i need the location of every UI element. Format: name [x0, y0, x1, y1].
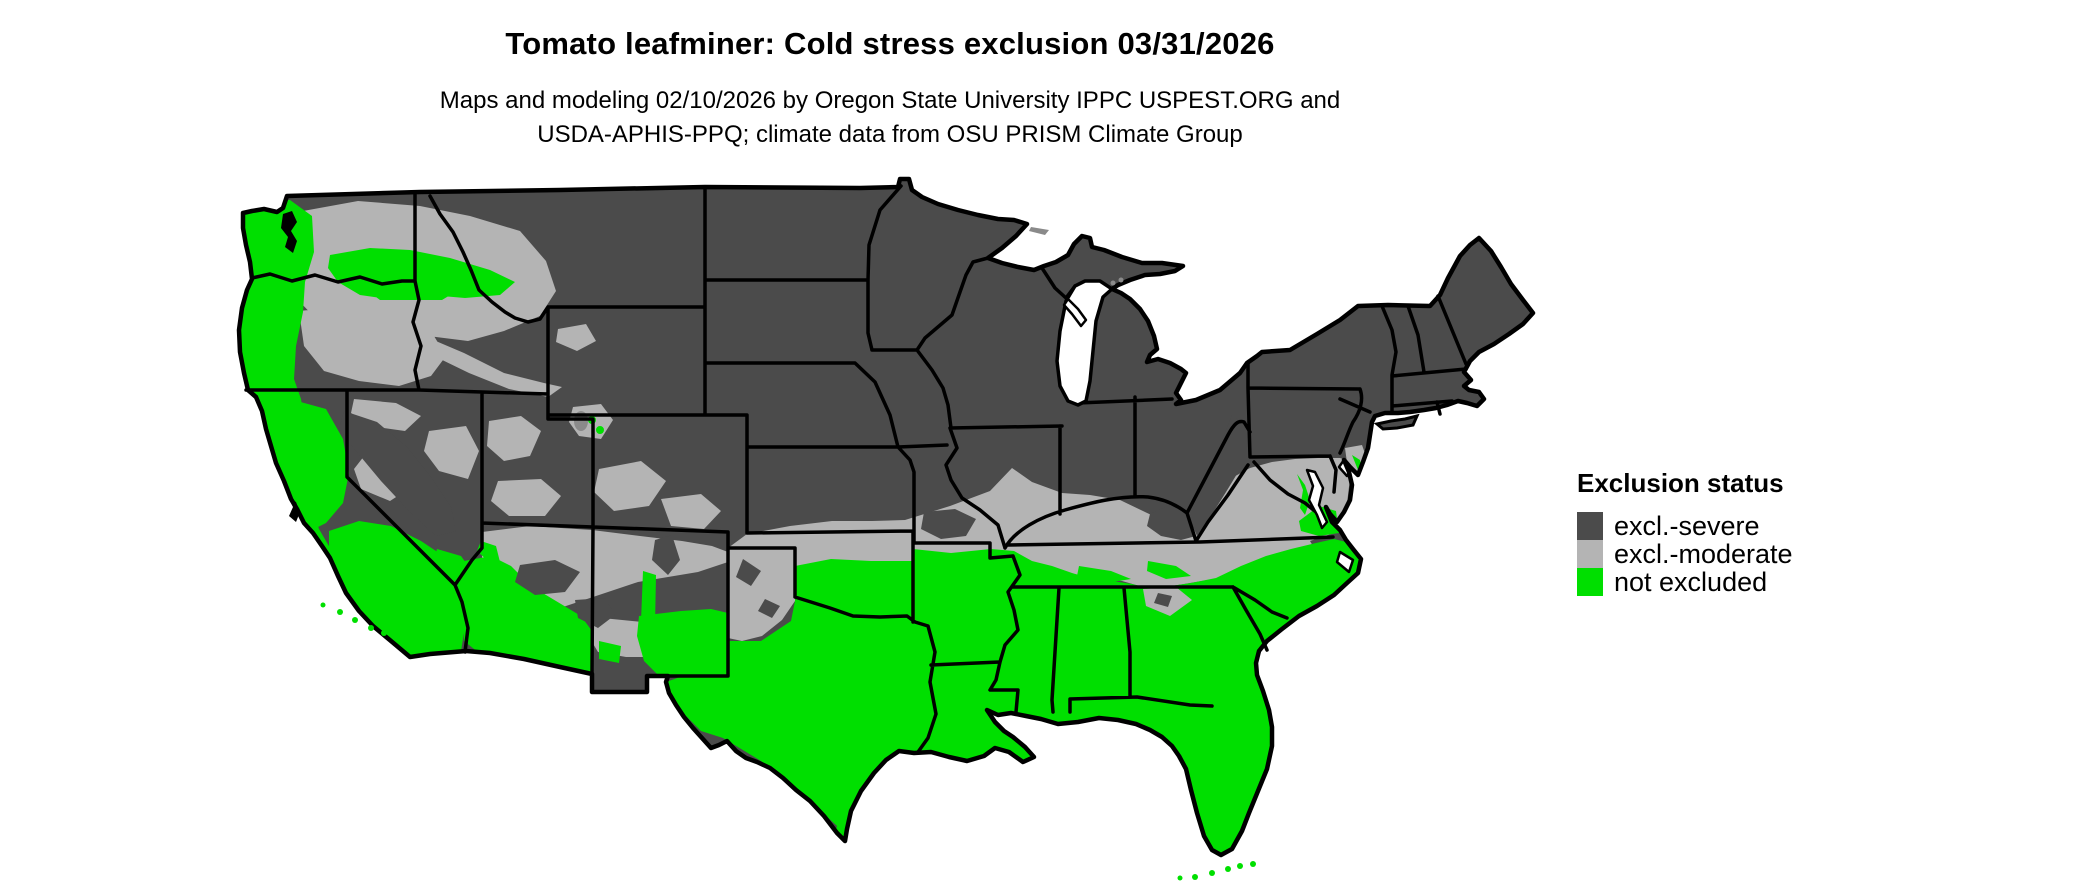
- legend-swatch-moderate: [1577, 540, 1603, 568]
- zone-moderate-west: [294, 201, 1368, 657]
- title-block: Tomato leafminer: Cold stress exclusion …: [0, 0, 1780, 152]
- long-island: [1373, 413, 1420, 431]
- mackinac-island: [1110, 280, 1116, 286]
- map-subtitle: Maps and modeling 02/10/2026 by Oregon S…: [0, 84, 1780, 152]
- legend: Exclusion status excl.-severe excl.-mode…: [1577, 468, 1793, 596]
- zone-moderate-band: [728, 458, 1352, 641]
- zone-green-southwest: [434, 416, 728, 677]
- san-francisco-bay: [288, 497, 300, 522]
- chesapeake-bay: [1305, 468, 1329, 530]
- zone-green-texas: [666, 559, 941, 836]
- puget-sound: [281, 211, 297, 253]
- zone-severe-patches: [339, 411, 1251, 628]
- legend-label-severe: excl.-severe: [1614, 511, 1760, 541]
- zone-green-california: [296, 401, 466, 659]
- pamlico-sound: [1335, 550, 1355, 574]
- zone-severe-negeorgia: [1154, 593, 1172, 607]
- lake-huron-island: [1118, 277, 1124, 283]
- green-bay: [1062, 297, 1088, 328]
- zone-green-speck: [415, 260, 425, 270]
- map-title: Tomato leafminer: Cold stress exclusion …: [505, 26, 1275, 61]
- zone-green-patches-east: [799, 455, 1364, 583]
- channel-islands: [320, 602, 387, 636]
- legend-row-not-excluded: not excluded: [1577, 568, 1793, 596]
- legend-row-severe: excl.-severe: [1577, 512, 1793, 540]
- map-subtitle-line1: Maps and modeling 02/10/2026 by Oregon S…: [439, 87, 1341, 114]
- map-subtitle-line2: USDA-APHIS-PPQ; climate data from OSU PR…: [537, 121, 1243, 148]
- legend-label-not-excluded: not excluded: [1614, 567, 1768, 597]
- legend-swatch-severe: [1577, 512, 1603, 540]
- state-borders: [244, 184, 1468, 754]
- legend-swatch-not-excluded: [1577, 568, 1603, 596]
- florida-keys: [1177, 861, 1256, 881]
- zone-green-columbia-basin: [328, 248, 515, 300]
- isle-royale: [1029, 227, 1049, 235]
- legend-label-moderate: excl.-moderate: [1614, 539, 1793, 569]
- legend-row-moderate: excl.-moderate: [1577, 540, 1793, 568]
- legend-title: Exclusion status: [1577, 468, 1784, 498]
